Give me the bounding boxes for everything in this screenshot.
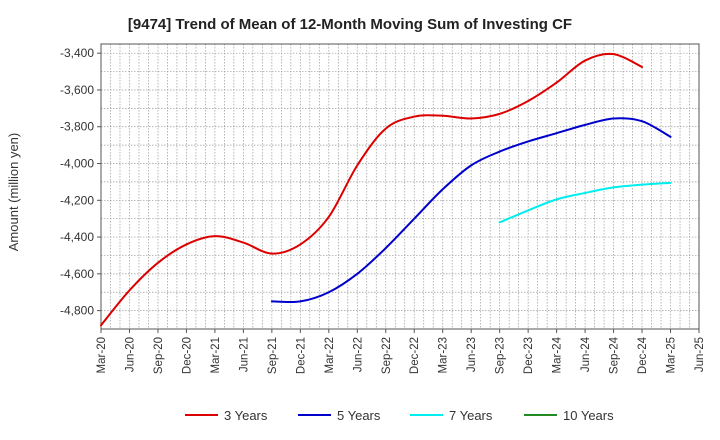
series-line-7-years: [498, 181, 672, 224]
x-tick-label: Dec-22: [409, 337, 421, 374]
series-line-5-years: [270, 117, 672, 304]
y-tick-label: -3,800: [60, 120, 94, 134]
y-tick-label: -4,600: [60, 267, 94, 281]
legend-label-3-years: 3 Years: [224, 408, 268, 423]
x-tick-label: Mar-21: [210, 337, 222, 373]
y-tick-label: -4,000: [60, 157, 94, 171]
x-axis: Mar-20 Jun-20 Sep-20 Dec-20 Mar-21 Jun-21 Sep-…: [96, 329, 706, 374]
x-tick-label: Sep-22: [381, 337, 393, 374]
x-tick-label: Sep-23: [495, 337, 507, 374]
x-tick-label: Sep-20: [153, 337, 165, 374]
x-tick-label: Dec-23: [523, 337, 535, 374]
y-axis-label: Amount (million yen): [6, 133, 21, 252]
legend-label-10-years: 10 Years: [563, 408, 614, 423]
x-tick-label: Mar-25: [666, 337, 678, 373]
x-tick-label: Mar-24: [552, 336, 564, 373]
x-tick-label: Dec-21: [295, 337, 307, 374]
x-tick-label: Mar-23: [438, 337, 450, 373]
x-tick-label: Dec-24: [637, 336, 649, 374]
y-axis: -3,400 -3,600 -3,800 -4,000 -4,200 -4,400 -4,6…: [60, 46, 101, 318]
x-tick-label: Sep-24: [609, 336, 621, 374]
x-tick-label: Jun-24: [580, 336, 592, 372]
x-tick-label: Mar-22: [324, 337, 336, 373]
y-tick-label: -4,800: [60, 304, 94, 318]
y-tick-label: -3,600: [60, 83, 94, 97]
series-lines: [100, 52, 672, 327]
legend: 3 Years 5 Years 7 Years 10 Years: [185, 408, 614, 423]
x-tick-label: Jun-21: [238, 337, 250, 372]
plot-area: [100, 43, 700, 330]
x-tick-label: Dec-20: [181, 337, 193, 374]
grid: [101, 44, 699, 329]
x-tick-label: Mar-20: [96, 337, 108, 373]
legend-label-5-years: 5 Years: [337, 408, 381, 423]
x-tick-label: Jun-23: [466, 337, 478, 372]
y-tick-label: -4,200: [60, 193, 94, 207]
y-tick-label: -3,400: [60, 46, 94, 60]
legend-label-7-years: 7 Years: [449, 408, 493, 423]
chart-title: [9474] Trend of Mean of 12-Month Moving …: [128, 16, 572, 33]
x-tick-label: Jun-22: [352, 337, 364, 372]
x-tick-label: Sep-21: [267, 337, 279, 374]
series-line-3-years: [100, 52, 644, 327]
y-tick-label: -4,400: [60, 230, 94, 244]
x-tick-label: Jun-20: [124, 337, 136, 372]
x-tick-label: Jun-25: [694, 337, 706, 372]
